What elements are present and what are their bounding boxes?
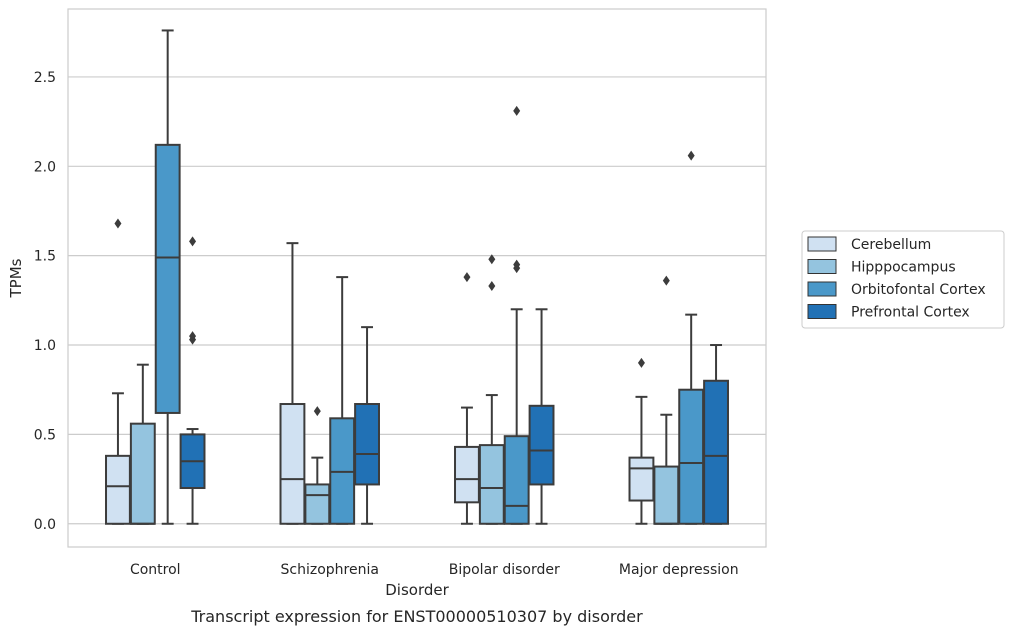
box-iqr [129, 422, 156, 525]
y-tick-label: 2.0 [34, 159, 56, 175]
box-group [503, 105, 530, 525]
legend-swatch [807, 304, 837, 319]
box-group [279, 242, 306, 525]
legend-label: Hipppocampus [851, 260, 956, 276]
box-group [678, 150, 705, 525]
outlier-point [463, 272, 471, 283]
box-group [304, 406, 331, 525]
box-group [179, 236, 206, 525]
box-group [703, 344, 729, 525]
legend-label: Orbitofontal Cortex [851, 282, 986, 298]
box-group [354, 326, 380, 525]
y-tick-label: 2.5 [34, 70, 56, 86]
x-tick-label: Schizophrenia [281, 562, 379, 578]
legend-swatch [807, 236, 837, 252]
box-iqr [154, 143, 181, 414]
outlier-point [189, 331, 197, 342]
box-iqr [653, 465, 680, 525]
box-iqr [503, 435, 530, 525]
legend: Cerebellum Hipppocampus Orbitofontal Corte… [801, 230, 1005, 329]
outlier-point [637, 357, 645, 368]
outlier-point [488, 254, 496, 265]
box-group [329, 276, 356, 525]
outlier-point [513, 259, 521, 270]
box-iqr [279, 403, 306, 525]
box-iqr [703, 379, 729, 525]
box-group [129, 363, 156, 525]
box-group [653, 275, 680, 525]
box-series [105, 29, 729, 525]
outlier-point [687, 150, 695, 161]
y-tick-label: 0.0 [34, 517, 56, 533]
y-tick-label: 1.5 [34, 249, 56, 265]
outlier-point [513, 105, 521, 116]
x-axis-label: Disorder [385, 581, 449, 599]
outlier-point [662, 275, 670, 286]
legend-swatch [807, 259, 837, 274]
box-group [105, 218, 131, 525]
x-tick-labels: Control Schizophrenia Bipolar disorder Majo… [130, 562, 739, 578]
box-group [478, 254, 505, 525]
legend-label: Prefrontal Cortex [851, 305, 970, 321]
box-group [528, 308, 555, 525]
box-group [154, 29, 181, 525]
box-iqr [478, 444, 505, 525]
box-iqr [354, 403, 380, 486]
box-group [454, 272, 480, 525]
box-group [628, 357, 655, 525]
y-tick-labels: 0.0 0.5 1.0 1.5 2.0 2.5 [34, 70, 56, 533]
outlier-point [313, 406, 321, 417]
box-iqr [528, 404, 555, 486]
box-iqr [105, 454, 131, 525]
x-tick-label: Bipolar disorder [449, 562, 560, 578]
x-tick-label: Major depression [619, 562, 739, 578]
y-tick-label: 0.5 [34, 427, 56, 443]
legend-frame [801, 230, 1005, 329]
legend-swatch [807, 281, 837, 297]
outlier-point [488, 281, 496, 292]
box-iqr [454, 445, 480, 504]
box-iqr [628, 456, 655, 502]
chart-caption: Transcript expression for ENST0000051030… [190, 607, 643, 626]
x-tick-label: Control [130, 562, 181, 578]
y-tick-label: 1.0 [34, 338, 56, 354]
plot-frame [67, 8, 767, 548]
y-axis-label: TPMs [7, 258, 25, 298]
outlier-point [114, 218, 122, 229]
outlier-point [189, 236, 197, 247]
box-iqr [678, 388, 705, 525]
legend-label: Cerebellum [851, 237, 931, 253]
box-iqr [304, 483, 331, 525]
